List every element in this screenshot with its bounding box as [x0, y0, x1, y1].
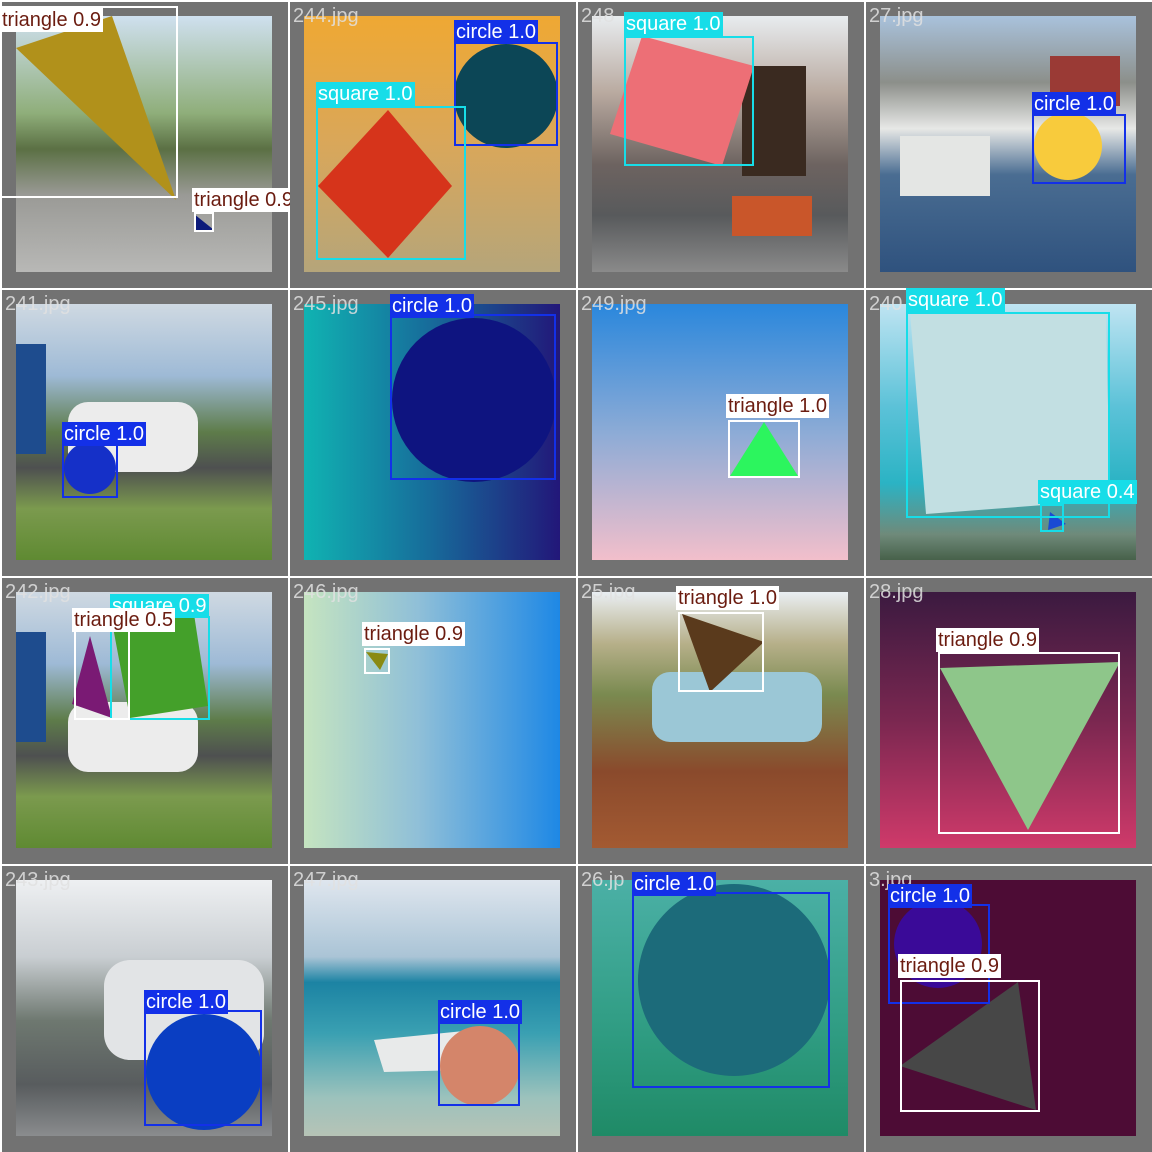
- detection-label: circle 1.0: [454, 20, 539, 44]
- tile-image: [304, 304, 560, 560]
- detection-box: [900, 980, 1040, 1112]
- detection-label: circle 1.0: [144, 990, 229, 1014]
- tile[interactable]: 242.jpg square 0.9 triangle 0.5: [2, 578, 288, 864]
- tile[interactable]: 3.jpg circle 1.0 triangle 0.9: [866, 866, 1152, 1152]
- tile-image: [592, 592, 848, 848]
- detection-label: circle 1.0: [438, 1000, 523, 1024]
- shapes: [392, 318, 556, 482]
- detection-box: [364, 648, 390, 674]
- tile-image: [592, 16, 848, 272]
- detection-label: circle 1.0: [632, 872, 717, 896]
- tile[interactable]: 26.jp circle 1.0: [578, 866, 864, 1152]
- detection-label: circle 1.0: [888, 884, 973, 908]
- shapes: [638, 884, 830, 1076]
- detection-box: [316, 106, 466, 260]
- detection-box: [1040, 504, 1064, 532]
- detection-box: [0, 6, 178, 198]
- tile[interactable]: 249.jpg triangle 1.0: [578, 290, 864, 576]
- detection-box: [938, 652, 1120, 834]
- tile[interactable]: 245.jpg circle 1.0: [290, 290, 576, 576]
- shapes: [374, 1026, 520, 1106]
- detection-box: [906, 312, 1110, 518]
- detection-label: circle 1.0: [62, 422, 147, 446]
- tile-image: [592, 880, 848, 1136]
- shapes: [730, 422, 798, 476]
- tile[interactable]: 241.jpg circle 1.0: [2, 290, 288, 576]
- shapes: [940, 662, 1120, 830]
- detection-box: [74, 630, 130, 720]
- detection-box: [62, 442, 118, 498]
- detection-box: [390, 314, 556, 480]
- detection-box: [454, 42, 558, 146]
- tile[interactable]: 247.jpg circle 1.0: [290, 866, 576, 1152]
- tile[interactable]: 28.jpg triangle 0.9: [866, 578, 1152, 864]
- detection-label: triangle 1.0: [726, 394, 829, 418]
- detection-box: [438, 1022, 520, 1106]
- detection-label: circle 1.0: [390, 294, 475, 318]
- detection-label: circle 1.0: [1032, 92, 1117, 116]
- tile-image: [16, 592, 272, 848]
- tile[interactable]: 248 square 1.0: [578, 2, 864, 288]
- detection-box: [678, 612, 764, 692]
- detection-label: triangle 0.9: [0, 8, 103, 32]
- tile-image: [592, 304, 848, 560]
- detection-label: square 1.0: [906, 288, 1005, 312]
- detection-label: square 1.0: [316, 82, 415, 106]
- tile[interactable]: 244.jpg circle 1.0 square 1.0: [290, 2, 576, 288]
- detection-label: triangle 0.9: [936, 628, 1039, 652]
- detection-label: square 0.4: [1038, 480, 1137, 504]
- shapes: [366, 652, 388, 670]
- tile[interactable]: 246.jpg triangle 0.9: [290, 578, 576, 864]
- shapes: [318, 44, 558, 258]
- detection-label: square 1.0: [624, 12, 723, 36]
- tile-image: [16, 16, 272, 272]
- tile[interactable]: 243.jpg circle 1.0: [2, 866, 288, 1152]
- tile[interactable]: 27.jpg circle 1.0: [866, 2, 1152, 288]
- detection-box: [624, 36, 754, 166]
- detection-label: triangle 0.9: [192, 188, 295, 212]
- detection-label: triangle 0.5: [72, 608, 175, 632]
- detection-label: triangle 1.0: [676, 586, 779, 610]
- tile[interactable]: triangle 0.9 triangle 0.9: [0, 2, 295, 288]
- detection-box: [632, 892, 830, 1088]
- detection-box: [194, 212, 214, 232]
- detection-box: [1032, 114, 1126, 184]
- shapes: [652, 614, 822, 742]
- tile[interactable]: 25.jpg triangle 1.0: [578, 578, 864, 864]
- detection-label: triangle 0.9: [362, 622, 465, 646]
- tile[interactable]: 240 square 1.0 square 0.4: [866, 288, 1152, 576]
- detection-label: triangle 0.9: [898, 954, 1001, 978]
- triangle-shape: [16, 16, 214, 232]
- detection-box: [728, 420, 800, 478]
- detection-box: [144, 1010, 262, 1126]
